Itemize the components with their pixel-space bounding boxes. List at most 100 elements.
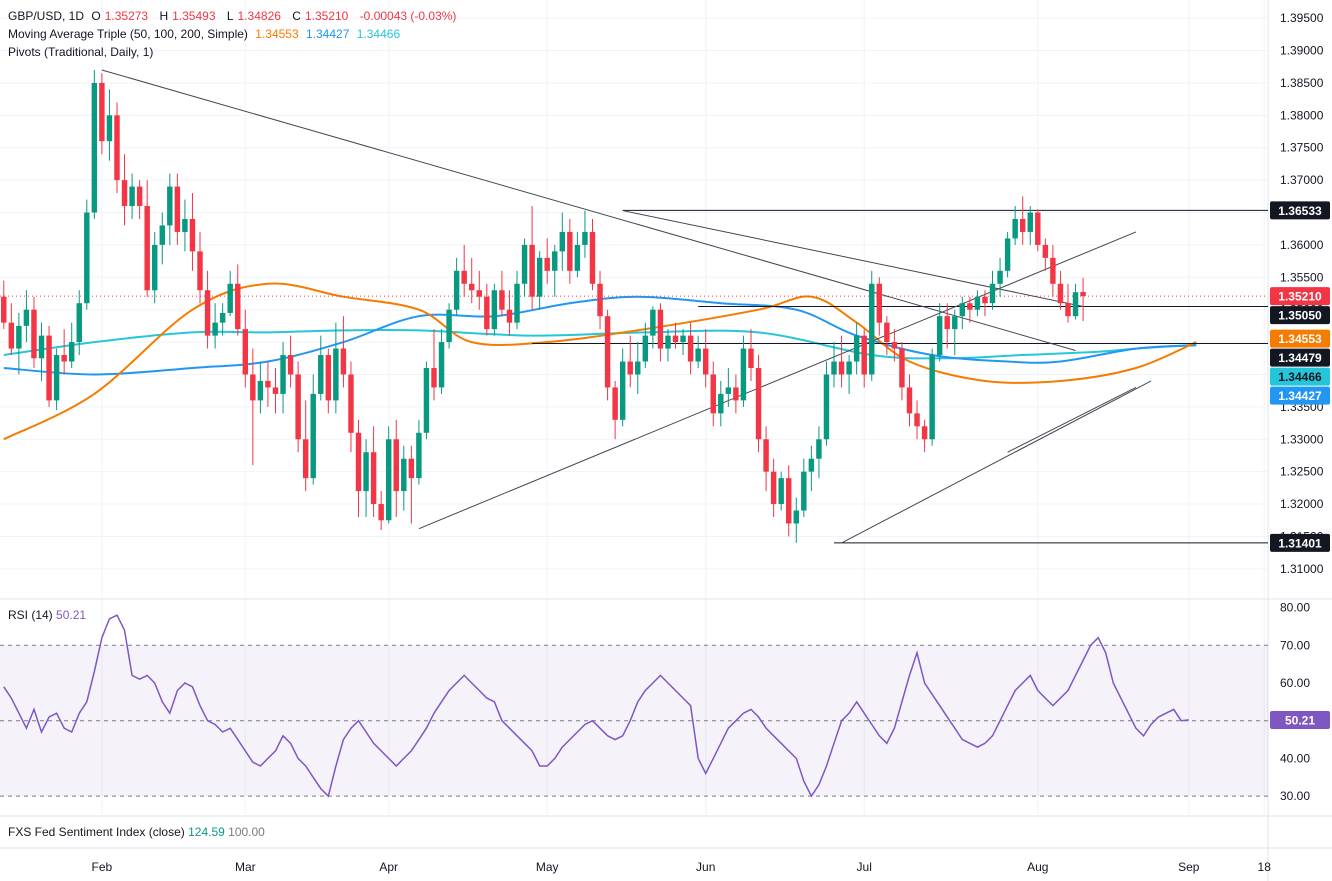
rsi-tick-label: 30.00	[1280, 789, 1310, 803]
price-badge-box	[1270, 533, 1330, 552]
trend-line	[101, 69, 1076, 351]
candle-body	[733, 387, 739, 401]
rsi-badge-box	[1270, 710, 1330, 729]
high-value: 1.35493	[172, 9, 216, 23]
rsi-badge-label: 50.21	[1285, 713, 1315, 727]
ma50-line	[3, 282, 1197, 441]
candle-body	[1080, 292, 1086, 297]
time-tick-label: Apr	[379, 860, 398, 874]
open-label: O	[91, 9, 101, 23]
moving-averages	[3, 282, 1197, 441]
candle-body	[265, 380, 271, 388]
candle-body	[589, 231, 596, 284]
price-tick-label: 1.39000	[1280, 44, 1324, 58]
candle-body	[461, 270, 467, 284]
candle-body	[748, 348, 754, 368]
candle-body	[333, 348, 339, 401]
candle-body	[106, 115, 113, 142]
candle-body	[906, 387, 913, 414]
price-tick-label: 1.35500	[1280, 270, 1324, 284]
candle-body	[302, 439, 309, 479]
candle-body	[936, 316, 943, 356]
candle-body	[182, 218, 188, 232]
price-badge-label: 1.35050	[1278, 309, 1322, 323]
candle-body	[212, 322, 218, 336]
candle-body	[76, 303, 82, 343]
fxs-value: 124.59	[188, 825, 225, 839]
candle-body	[665, 335, 671, 349]
price-badge-label: 1.34553	[1278, 332, 1322, 346]
candle-body	[695, 348, 701, 362]
price-badge-label: 1.31401	[1278, 536, 1322, 550]
candle-body	[1004, 238, 1011, 271]
candle-body	[536, 257, 543, 297]
price-tick-label: 1.37500	[1280, 141, 1324, 155]
price-badge-box	[1270, 329, 1330, 348]
candle-body	[287, 355, 294, 375]
candle-body	[823, 374, 830, 440]
candle-body	[257, 380, 264, 401]
candle-body	[567, 231, 573, 271]
trend-line	[622, 210, 1084, 307]
candle-body	[952, 316, 958, 330]
candle-body	[235, 283, 241, 330]
time-tick-label: Jun	[696, 860, 715, 874]
candle-body	[1057, 283, 1064, 304]
trend-line	[1007, 386, 1137, 453]
rsi-line	[3, 614, 1189, 798]
candle-body	[340, 348, 347, 375]
candle-body	[763, 439, 769, 472]
candle-body	[808, 458, 815, 472]
candle-body	[619, 361, 626, 420]
time-tick-label: Feb	[92, 860, 113, 874]
candle-body	[129, 186, 135, 207]
price-axis: 1.39500 1.39000 1.38500 1.38000 1.37500 1.370…	[1280, 11, 1324, 803]
candle-body	[68, 342, 75, 362]
candle-body	[770, 471, 777, 505]
candle-body	[650, 309, 656, 336]
candle-body	[959, 303, 966, 317]
price-tick-label: 1.38500	[1280, 76, 1324, 90]
rsi-line-path	[3, 614, 1189, 798]
candle-body	[38, 335, 45, 359]
candle-body	[23, 309, 30, 326]
trend-line	[418, 231, 1137, 530]
candle-body	[702, 348, 709, 375]
candle-body	[152, 244, 158, 291]
candle-body	[1035, 212, 1041, 245]
candle-body	[348, 374, 354, 433]
candle-body	[16, 325, 22, 349]
high-label: H	[159, 9, 169, 23]
time-tick-label: Mar	[235, 860, 256, 874]
candle-body	[680, 335, 686, 343]
candle-body	[385, 439, 392, 521]
ma100-value: 1.34427	[306, 27, 350, 41]
candle-body	[378, 504, 384, 521]
candle-body	[914, 413, 920, 427]
close-label: C	[292, 9, 301, 23]
candle-body	[786, 478, 792, 524]
candle-body	[831, 361, 837, 375]
price-badge-box	[1270, 367, 1330, 386]
candle-body	[1019, 218, 1026, 232]
price-tick-label: 1.38000	[1280, 108, 1324, 122]
candle-body	[544, 257, 550, 271]
candle-body	[416, 432, 422, 479]
close-value: 1.35210	[304, 9, 349, 23]
candle-body	[635, 361, 641, 375]
candle-body	[778, 478, 784, 505]
candle-body	[627, 361, 633, 375]
candle-body	[136, 186, 143, 207]
price-tick-label: 1.32500	[1280, 465, 1324, 479]
candle-body	[997, 270, 1003, 284]
price-badge-label: 1.34466	[1278, 370, 1322, 384]
candle-body	[476, 290, 482, 297]
rsi-tick-label: 70.00	[1280, 638, 1310, 652]
price-badge-box	[1270, 306, 1330, 325]
price-badge-label: 1.35210	[1278, 290, 1322, 304]
candle-body	[8, 322, 15, 349]
candle-body	[816, 439, 822, 459]
candle-body	[838, 361, 845, 375]
candle-body	[227, 283, 233, 313]
candle-body	[929, 355, 935, 440]
